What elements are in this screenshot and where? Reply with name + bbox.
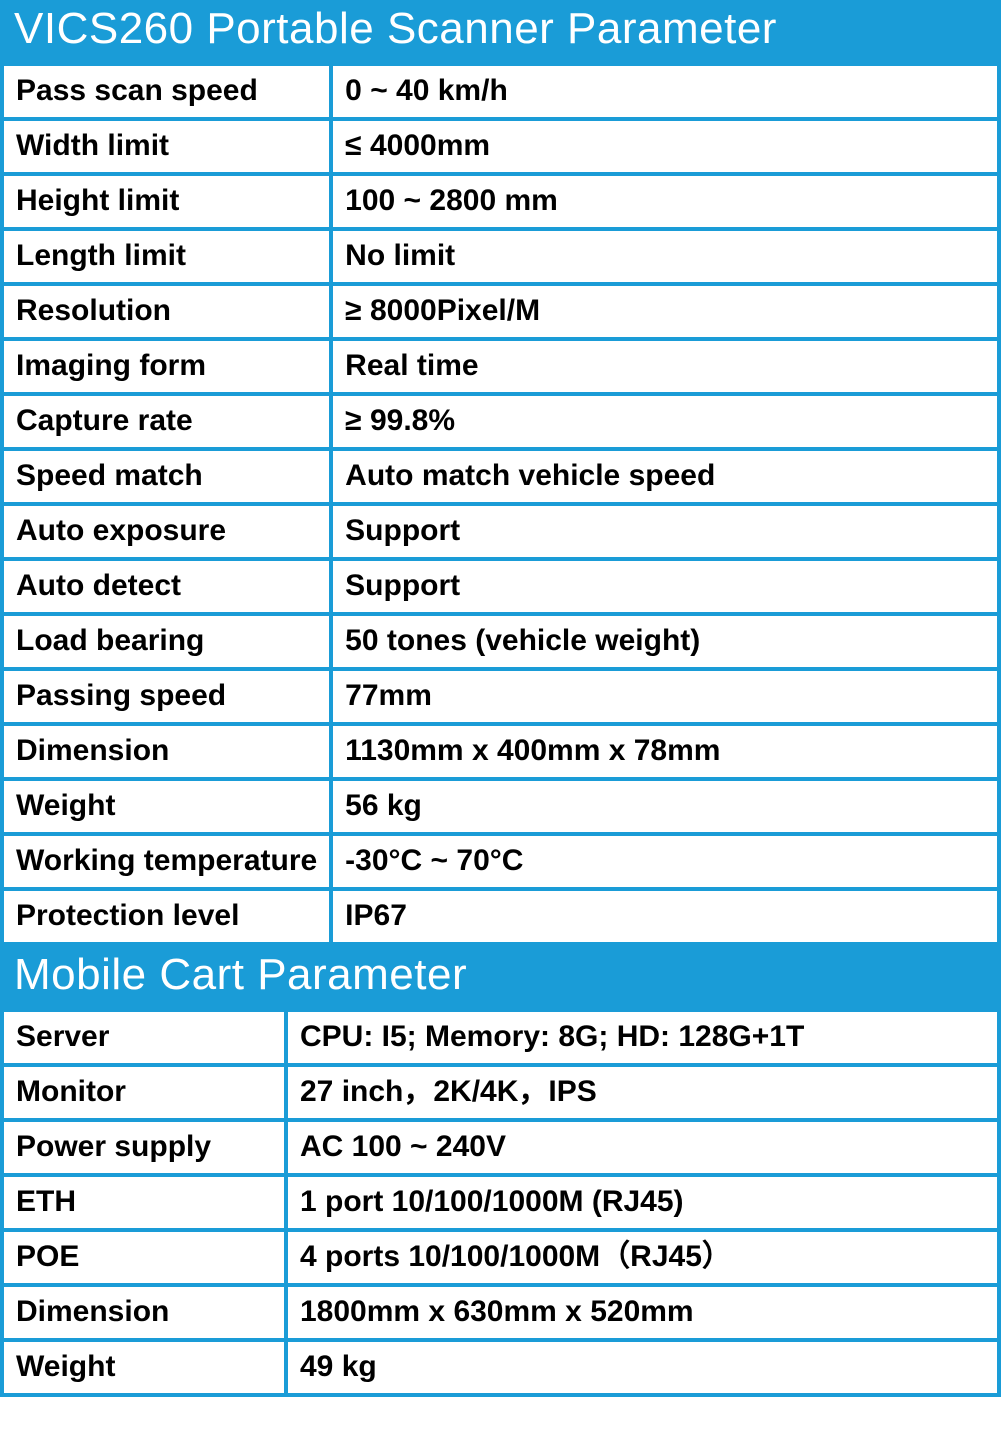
param-label: Dimension: [4, 726, 329, 777]
param-value: AC 100 ~ 240V: [288, 1122, 997, 1173]
table-row: Working temperature-30°C ~ 70°C: [4, 836, 997, 887]
param-label: Height limit: [4, 176, 329, 227]
table-row: Weight49 kg: [4, 1342, 997, 1393]
param-label: Width limit: [4, 121, 329, 172]
param-value: 1130mm x 400mm x 78mm: [333, 726, 997, 777]
param-label: Weight: [4, 1342, 284, 1393]
table-row: Dimension1130mm x 400mm x 78mm: [4, 726, 997, 777]
table-row: Width limit≤ 4000mm: [4, 121, 997, 172]
table-row: Passing speed77mm: [4, 671, 997, 722]
table-row: Speed matchAuto match vehicle speed: [4, 451, 997, 502]
param-label: Server: [4, 1012, 284, 1063]
param-value: 49 kg: [288, 1342, 997, 1393]
table-row: Monitor27 inch，2K/4K，IPS: [4, 1067, 997, 1118]
param-label: Length limit: [4, 231, 329, 282]
param-label: Protection level: [4, 891, 329, 942]
param-label: Weight: [4, 781, 329, 832]
param-value: 77mm: [333, 671, 997, 722]
param-label: Load bearing: [4, 616, 329, 667]
param-label: Working temperature: [4, 836, 329, 887]
param-label: Auto exposure: [4, 506, 329, 557]
param-label: Monitor: [4, 1067, 284, 1118]
param-value: 56 kg: [333, 781, 997, 832]
table-row: Imaging formReal time: [4, 341, 997, 392]
section-header: Mobile Cart Parameter: [0, 946, 1001, 1008]
param-label: Imaging form: [4, 341, 329, 392]
param-value: CPU: I5; Memory: 8G; HD: 128G+1T: [288, 1012, 997, 1063]
param-label: Resolution: [4, 286, 329, 337]
param-value: 4 ports 10/100/1000M（RJ45）: [288, 1232, 997, 1283]
table-row: Load bearing50 tones (vehicle weight): [4, 616, 997, 667]
param-value: 1800mm x 630mm x 520mm: [288, 1287, 997, 1338]
section-header: VICS260 Portable Scanner Parameter: [0, 0, 1001, 62]
param-value: ≥ 99.8%: [333, 396, 997, 447]
param-label: Power supply: [4, 1122, 284, 1173]
param-label: Dimension: [4, 1287, 284, 1338]
param-value: IP67: [333, 891, 997, 942]
param-value: ≥ 8000Pixel/M: [333, 286, 997, 337]
param-value: Support: [333, 506, 997, 557]
param-value: 1 port 10/100/1000M (RJ45): [288, 1177, 997, 1228]
table-row: Dimension1800mm x 630mm x 520mm: [4, 1287, 997, 1338]
param-value: 0 ~ 40 km/h: [333, 66, 997, 117]
param-label: POE: [4, 1232, 284, 1283]
param-value: ≤ 4000mm: [333, 121, 997, 172]
param-value: No limit: [333, 231, 997, 282]
param-value: Support: [333, 561, 997, 612]
param-label: Capture rate: [4, 396, 329, 447]
table-row: Height limit100 ~ 2800 mm: [4, 176, 997, 227]
param-value: Auto match vehicle speed: [333, 451, 997, 502]
table-row: Power supplyAC 100 ~ 240V: [4, 1122, 997, 1173]
param-value: 100 ~ 2800 mm: [333, 176, 997, 227]
table-row: ETH1 port 10/100/1000M (RJ45): [4, 1177, 997, 1228]
table-row: ServerCPU: I5; Memory: 8G; HD: 128G+1T: [4, 1012, 997, 1063]
table-row: Protection levelIP67: [4, 891, 997, 942]
table-row: Length limitNo limit: [4, 231, 997, 282]
table-row: Capture rate≥ 99.8%: [4, 396, 997, 447]
param-label: Passing speed: [4, 671, 329, 722]
table-row: Auto exposureSupport: [4, 506, 997, 557]
table-row: POE4 ports 10/100/1000M（RJ45）: [4, 1232, 997, 1283]
spec-table: ServerCPU: I5; Memory: 8G; HD: 128G+1TMo…: [0, 1008, 1001, 1397]
param-label: ETH: [4, 1177, 284, 1228]
param-label: Speed match: [4, 451, 329, 502]
param-label: Auto detect: [4, 561, 329, 612]
param-value: 50 tones (vehicle weight): [333, 616, 997, 667]
spec-table: Pass scan speed0 ~ 40 km/hWidth limit≤ 4…: [0, 62, 1001, 946]
param-value: 27 inch，2K/4K，IPS: [288, 1067, 997, 1118]
table-row: Pass scan speed0 ~ 40 km/h: [4, 66, 997, 117]
param-value: -30°C ~ 70°C: [333, 836, 997, 887]
table-row: Auto detectSupport: [4, 561, 997, 612]
param-label: Pass scan speed: [4, 66, 329, 117]
param-value: Real time: [333, 341, 997, 392]
table-row: Weight56 kg: [4, 781, 997, 832]
table-row: Resolution≥ 8000Pixel/M: [4, 286, 997, 337]
